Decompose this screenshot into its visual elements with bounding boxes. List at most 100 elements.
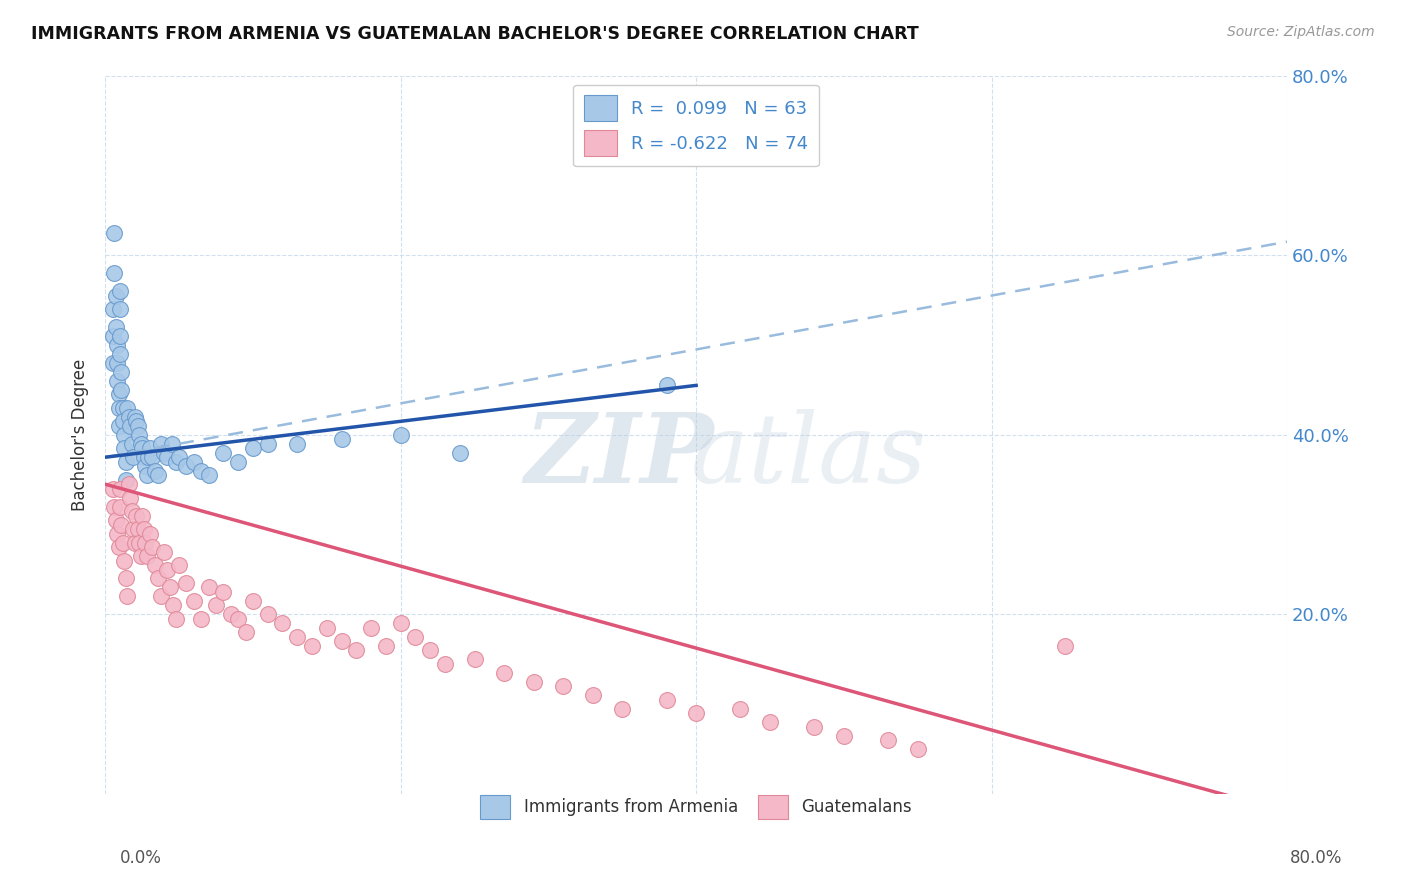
Point xyxy=(141,450,163,465)
Point xyxy=(285,630,308,644)
Point xyxy=(105,526,128,541)
Point xyxy=(271,616,294,631)
Point xyxy=(127,418,149,433)
Point xyxy=(101,356,124,370)
Point xyxy=(389,427,412,442)
Point xyxy=(111,401,134,415)
Point xyxy=(120,418,142,433)
Point xyxy=(183,594,205,608)
Point xyxy=(167,558,190,572)
Point xyxy=(162,599,184,613)
Text: 80.0%: 80.0% xyxy=(1291,849,1343,867)
Point xyxy=(105,338,128,352)
Point xyxy=(124,409,146,424)
Point xyxy=(464,652,486,666)
Point xyxy=(759,715,782,730)
Point xyxy=(156,562,179,576)
Point xyxy=(120,491,142,505)
Point xyxy=(301,639,323,653)
Y-axis label: Bachelor's Degree: Bachelor's Degree xyxy=(72,359,89,511)
Point xyxy=(159,581,181,595)
Point xyxy=(160,436,183,450)
Point xyxy=(685,706,707,721)
Point xyxy=(134,459,156,474)
Point xyxy=(121,504,143,518)
Point xyxy=(404,630,426,644)
Point xyxy=(256,436,278,450)
Point xyxy=(125,508,148,523)
Point xyxy=(101,329,124,343)
Point xyxy=(141,540,163,554)
Point xyxy=(134,535,156,549)
Point xyxy=(132,450,155,465)
Point xyxy=(145,464,167,478)
Point xyxy=(190,612,212,626)
Point xyxy=(118,409,141,424)
Point xyxy=(103,500,125,514)
Point xyxy=(655,692,678,706)
Point xyxy=(419,643,441,657)
Point xyxy=(107,418,129,433)
Point xyxy=(129,436,152,450)
Text: atlas: atlas xyxy=(690,409,927,503)
Point xyxy=(117,401,139,415)
Point xyxy=(110,517,132,532)
Point xyxy=(132,522,155,536)
Point xyxy=(330,432,353,446)
Point xyxy=(389,616,412,631)
Point xyxy=(242,442,264,456)
Point xyxy=(128,427,150,442)
Point xyxy=(148,572,170,586)
Point xyxy=(730,702,752,716)
Point xyxy=(121,436,143,450)
Point xyxy=(135,549,157,563)
Point xyxy=(235,625,257,640)
Point xyxy=(111,414,134,428)
Point xyxy=(150,590,173,604)
Point xyxy=(104,288,127,302)
Point xyxy=(112,442,135,456)
Point xyxy=(105,374,128,388)
Point xyxy=(219,607,242,622)
Point xyxy=(138,442,160,456)
Point xyxy=(125,414,148,428)
Point xyxy=(315,621,337,635)
Point xyxy=(167,450,190,465)
Point xyxy=(226,612,249,626)
Point xyxy=(131,508,153,523)
Point xyxy=(205,599,228,613)
Point xyxy=(108,347,131,361)
Point xyxy=(129,549,152,563)
Point xyxy=(183,455,205,469)
Point xyxy=(122,522,145,536)
Point xyxy=(655,378,678,392)
Text: 0.0%: 0.0% xyxy=(120,849,162,867)
Point xyxy=(101,482,124,496)
Point xyxy=(176,576,198,591)
Point xyxy=(582,688,605,702)
Point xyxy=(153,446,176,460)
Point xyxy=(190,464,212,478)
Point xyxy=(107,387,129,401)
Point xyxy=(107,540,129,554)
Point xyxy=(907,742,929,756)
Point xyxy=(374,639,396,653)
Point xyxy=(344,643,367,657)
Point xyxy=(212,446,235,460)
Point xyxy=(612,702,634,716)
Point xyxy=(877,733,900,747)
Point xyxy=(165,455,187,469)
Point xyxy=(127,522,149,536)
Point xyxy=(138,526,160,541)
Point xyxy=(115,572,138,586)
Point xyxy=(110,383,132,397)
Point xyxy=(494,665,516,680)
Point xyxy=(523,674,546,689)
Point xyxy=(118,477,141,491)
Point xyxy=(105,356,128,370)
Point xyxy=(176,459,198,474)
Point xyxy=(112,553,135,567)
Point xyxy=(124,535,146,549)
Point xyxy=(131,442,153,456)
Point xyxy=(108,482,131,496)
